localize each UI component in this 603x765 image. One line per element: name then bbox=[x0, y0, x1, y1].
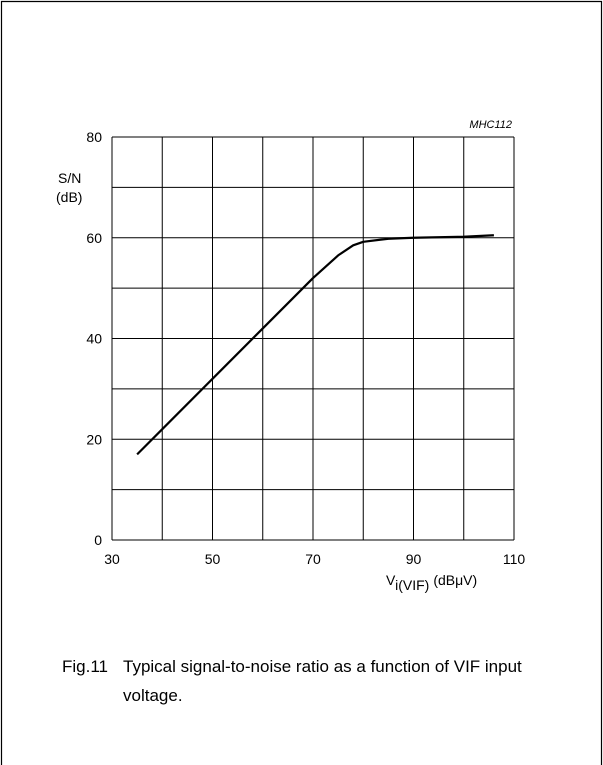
caption: Fig.11 Typical signal-to-noise ratio as a… bbox=[62, 652, 562, 710]
x-tick-label: 50 bbox=[205, 551, 221, 567]
x-axis-label: Vi(VIF) (dBμV) bbox=[386, 572, 477, 593]
y-tick-label: 0 bbox=[94, 532, 102, 548]
data-line bbox=[136, 234, 494, 456]
x-tick-label: 30 bbox=[104, 551, 120, 567]
x-label-unit: (dBμV) bbox=[433, 572, 477, 588]
y-tick-label: 80 bbox=[86, 129, 102, 145]
x-label-sub: i(VIF) bbox=[395, 577, 429, 593]
y-axis-label: S/N bbox=[58, 170, 81, 186]
x-tick-label: 110 bbox=[503, 551, 526, 567]
y-axis-unit: (dB) bbox=[56, 189, 82, 205]
y-tick-label: 60 bbox=[86, 230, 102, 246]
figure-code: MHC112 bbox=[469, 119, 512, 131]
y-tick-label: 20 bbox=[86, 431, 102, 447]
x-tick-label: 70 bbox=[305, 551, 321, 567]
caption-number: Fig.11 bbox=[62, 657, 108, 676]
y-tick-label: 40 bbox=[86, 331, 102, 347]
x-tick-label: 90 bbox=[406, 551, 422, 567]
caption-text: Typical signal-to-noise ratio as a funct… bbox=[123, 657, 522, 705]
x-label-main: V bbox=[386, 572, 396, 588]
